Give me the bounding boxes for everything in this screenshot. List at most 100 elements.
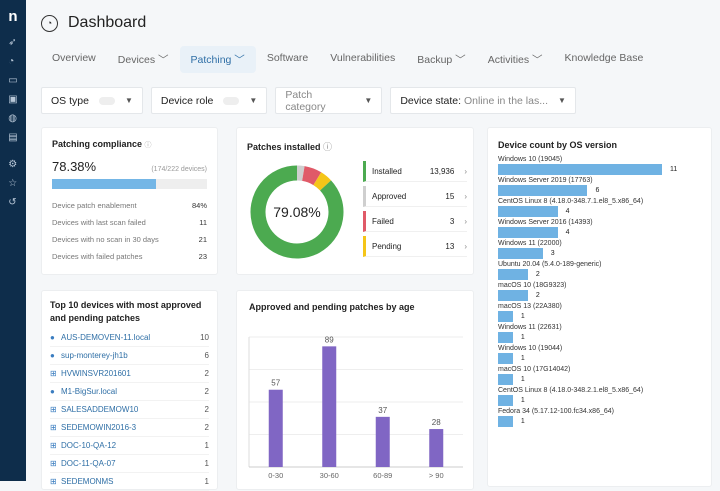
os-label: Fedora 34 (5.17.12-100.fc34.x86_64) bbox=[498, 408, 614, 415]
card-title: Approved and pending patches by age bbox=[249, 302, 415, 312]
os-bar-value: 1 bbox=[520, 312, 525, 320]
os-bar-value: 1 bbox=[520, 417, 525, 425]
os-label: CentOS Linux 8 (4.18.0-348.2.1.el8_5.x86… bbox=[498, 387, 644, 394]
windows-icon: ⊞ bbox=[50, 405, 57, 414]
os-bar[interactable] bbox=[498, 415, 513, 427]
os-bar-value: 2 bbox=[535, 270, 540, 278]
compliance-row[interactable]: Devices with failed patches 23 bbox=[52, 252, 207, 261]
gauge-icon[interactable]: ◔ bbox=[8, 56, 15, 67]
tab-item[interactable]: Backup ﹀ bbox=[417, 54, 466, 66]
compliance-row[interactable]: Devices with last scan failed 11 bbox=[52, 218, 207, 227]
os-bar[interactable] bbox=[498, 205, 558, 217]
patching-compliance-card: Patching compliance ⓘ 78.38% (174/222 de… bbox=[41, 127, 218, 275]
top-devices-card: Top 10 devices with most approved and pe… bbox=[41, 290, 218, 491]
page-title: Dashboard bbox=[68, 14, 147, 31]
devices-icon[interactable]: ▭ bbox=[8, 75, 18, 86]
star-icon[interactable]: ☆ bbox=[8, 178, 18, 189]
donut-segment-installed[interactable] bbox=[250, 165, 344, 259]
os-bar[interactable] bbox=[498, 373, 513, 385]
os-type-filter[interactable]: OS type ▼ bbox=[41, 87, 143, 114]
gear-icon[interactable]: ⚙ bbox=[8, 159, 18, 170]
legend-pending[interactable]: Pending 13 › bbox=[363, 236, 467, 257]
tab-item[interactable]: Vulnerabilities bbox=[330, 52, 396, 64]
os-bar[interactable] bbox=[498, 289, 528, 301]
age-bar[interactable] bbox=[322, 346, 337, 467]
logo[interactable]: n bbox=[8, 8, 18, 25]
os-bar-value: 1 bbox=[520, 375, 525, 383]
monitors-icon[interactable]: ▣ bbox=[8, 94, 18, 105]
windows-icon: ⊞ bbox=[50, 441, 57, 450]
device-row[interactable]: ⊞ HVWINSVR201601 2 bbox=[50, 365, 209, 383]
rocket-icon[interactable]: ➶ bbox=[8, 37, 17, 48]
compliance-progress-bar bbox=[52, 179, 207, 189]
os-bar[interactable] bbox=[498, 226, 558, 238]
os-bar-value: 4 bbox=[565, 228, 570, 236]
tab-item[interactable]: Software bbox=[266, 52, 309, 64]
os-bar-value: 4 bbox=[565, 207, 570, 215]
os-label: macOS 10 (18G9323) bbox=[498, 282, 567, 289]
ticket-icon[interactable]: ▤ bbox=[8, 132, 18, 143]
patch-category-filter[interactable]: Patch category ▼ bbox=[275, 87, 383, 114]
header: ◔ Dashboard bbox=[41, 14, 146, 32]
patches-by-age-chart: 57 0-30 89 30-60 37 60-89 28 > 90 bbox=[248, 335, 463, 480]
os-bar-value: 1 bbox=[520, 396, 525, 404]
windows-icon: ⊞ bbox=[50, 477, 57, 486]
donut-segment-approved[interactable] bbox=[296, 165, 305, 181]
os-bar[interactable] bbox=[498, 331, 513, 343]
apple-icon: ● bbox=[50, 387, 55, 396]
os-version-card: Device count by OS version Windows 10 (1… bbox=[487, 127, 712, 487]
device-row[interactable]: ● sup-monterey-jh1b 6 bbox=[50, 347, 209, 365]
tab-item[interactable]: Activities ﹀ bbox=[487, 54, 543, 66]
donut-center-value: 79.08% bbox=[273, 204, 321, 220]
os-label: Windows 11 (22631) bbox=[498, 324, 562, 331]
device-row[interactable]: ⊞ DOC-10-QA-12 1 bbox=[50, 437, 209, 455]
device-row[interactable]: ⊞ SEDEMOWIN2016-3 2 bbox=[50, 419, 209, 437]
age-bar[interactable] bbox=[375, 416, 390, 467]
os-label: macOS 10 (17G14042) bbox=[498, 366, 571, 373]
tab-item[interactable]: Devices ﹀ bbox=[117, 54, 169, 66]
filter-count-pill bbox=[98, 96, 115, 105]
chevron-right-icon: › bbox=[464, 166, 467, 176]
device-role-filter[interactable]: Device role ▼ bbox=[150, 87, 268, 114]
patches-installed-card: Patches installed ⓘ 79.08% Installed 13,9… bbox=[236, 127, 474, 275]
legend-installed[interactable]: Installed 13,936 › bbox=[363, 161, 467, 182]
device-state-filter[interactable]: Device state: Online in the las... ▼ bbox=[390, 87, 576, 114]
history-icon[interactable]: ↺ bbox=[8, 197, 17, 208]
patches-by-age-card: Approved and pending patches by age 57 0-… bbox=[236, 290, 474, 490]
os-label: Windows 10 (19044) bbox=[498, 345, 563, 352]
age-bar[interactable] bbox=[268, 389, 283, 467]
tab-item[interactable]: Patching ﹀ bbox=[179, 46, 256, 73]
os-bar[interactable] bbox=[498, 310, 513, 322]
tab-item[interactable]: Knowledge Base bbox=[564, 52, 644, 64]
globe-icon[interactable]: ◍ bbox=[8, 113, 17, 124]
device-row[interactable]: ⊞ DOC-11-QA-07 1 bbox=[50, 455, 209, 473]
compliance-row[interactable]: Device patch enablement 84% bbox=[52, 201, 207, 210]
os-bar[interactable] bbox=[498, 394, 513, 406]
info-icon: ⓘ bbox=[323, 142, 333, 152]
dashboard-gauge-icon: ◔ bbox=[41, 14, 58, 32]
compliance-row[interactable]: Devices with no scan in 30 days 21 bbox=[52, 235, 207, 244]
age-bar[interactable] bbox=[429, 429, 444, 467]
os-bar[interactable] bbox=[498, 268, 528, 280]
donut-segment-failed[interactable] bbox=[301, 166, 322, 186]
legend-failed[interactable]: Failed 3 › bbox=[363, 211, 467, 232]
device-row[interactable]: ● AUS-DEMOVEN-11.local 10 bbox=[50, 329, 209, 347]
os-label: Windows Server 2016 (14393) bbox=[498, 219, 593, 226]
device-row[interactable]: ● M1-BigSur.local 2 bbox=[50, 383, 209, 401]
os-bar[interactable] bbox=[498, 184, 588, 196]
filter-value: Online in the las... bbox=[463, 94, 548, 107]
filter-label: Patch category bbox=[285, 88, 326, 113]
compliance-percent: 78.38% bbox=[52, 159, 97, 174]
os-bar[interactable] bbox=[498, 247, 543, 259]
os-label: CentOS Linux 8 (4.18.0-348.7.1.el8_5.x86… bbox=[498, 198, 644, 205]
donut-segment-pending[interactable] bbox=[313, 172, 332, 191]
os-label: Windows Server 2019 (17763) bbox=[498, 177, 593, 184]
legend-approved[interactable]: Approved 15 › bbox=[363, 186, 467, 207]
os-bar[interactable] bbox=[498, 163, 662, 175]
device-row[interactable]: ⊞ SALESADDEMOW10 2 bbox=[50, 401, 209, 419]
os-bar[interactable] bbox=[498, 352, 513, 364]
device-row[interactable]: ⊞ SEDEMONMS 1 bbox=[50, 473, 209, 491]
tab-item[interactable]: Overview bbox=[52, 52, 96, 64]
filter-count-pill bbox=[223, 96, 240, 105]
bar-value-label: 89 bbox=[325, 335, 334, 344]
